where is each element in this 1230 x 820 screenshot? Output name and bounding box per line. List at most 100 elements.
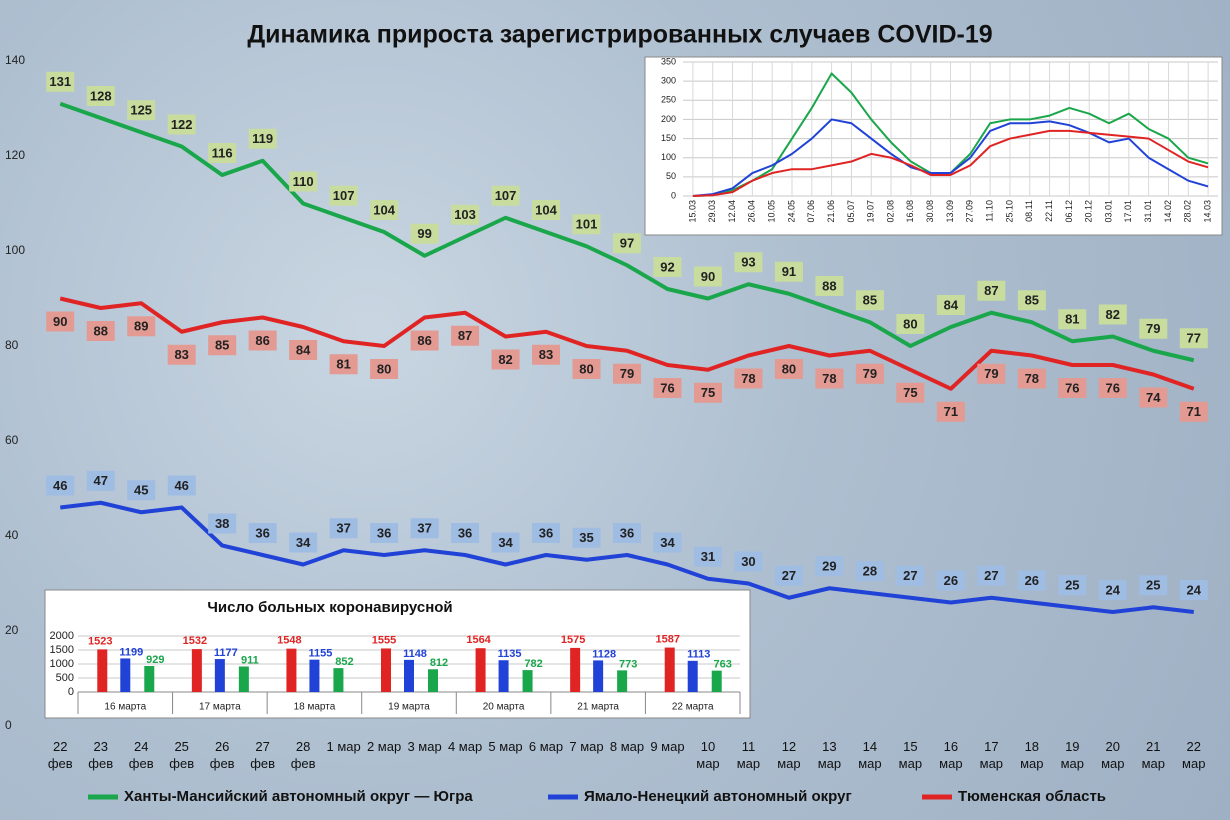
data-label-bg xyxy=(1179,328,1208,349)
data-label-bg xyxy=(774,565,803,586)
x-tick-label: 14 мар xyxy=(858,739,882,771)
data-label: 81 xyxy=(336,357,350,372)
x-tick-label: 7 мар xyxy=(569,739,604,754)
data-label-bg xyxy=(410,330,439,351)
data-label-bg xyxy=(693,382,722,403)
x-tick-label: 21 мар xyxy=(1141,739,1165,771)
x-tick-label: 9 мар xyxy=(650,739,685,754)
bar xyxy=(97,649,108,692)
series-line xyxy=(692,129,1209,197)
x-tick-label: 8 мар xyxy=(609,739,645,754)
data-label: 78 xyxy=(1025,371,1039,386)
data-label: 25 xyxy=(1065,578,1079,593)
data-label: 36 xyxy=(458,525,472,540)
data-label: 1128 xyxy=(592,648,616,660)
data-label-bg xyxy=(46,475,75,496)
data-label: 1575 xyxy=(561,634,585,646)
data-label-bg xyxy=(1139,575,1168,596)
x-tick-label: 06.12 xyxy=(1064,200,1074,223)
bar xyxy=(286,648,297,692)
inset-bar-panel xyxy=(44,589,751,719)
data-label: 46 xyxy=(174,478,188,493)
data-label: 34 xyxy=(296,535,311,550)
bar xyxy=(214,659,225,692)
x-tick-label: 16 марта xyxy=(104,702,146,713)
x-tick-label: 26 фев xyxy=(209,739,235,771)
data-label: 37 xyxy=(336,521,350,536)
data-label-bg xyxy=(815,368,844,389)
bar xyxy=(664,647,675,692)
bar xyxy=(687,660,698,692)
y-tick-label: 50 xyxy=(666,171,676,181)
data-label: 107 xyxy=(495,188,517,203)
data-label-bg xyxy=(693,546,722,567)
data-label: 812 xyxy=(430,657,448,669)
data-label-bg xyxy=(451,523,480,543)
data-label-bg xyxy=(734,551,763,572)
series-line xyxy=(60,500,1194,614)
data-label: 36 xyxy=(539,525,553,540)
data-label-bg xyxy=(491,532,520,553)
data-label: 24 xyxy=(1187,582,1202,597)
data-label: 128 xyxy=(90,88,112,103)
data-label-bg xyxy=(289,340,318,360)
bar xyxy=(475,648,486,692)
data-label-bg xyxy=(734,368,763,389)
data-label: 47 xyxy=(93,473,107,488)
data-label-bg xyxy=(208,335,237,356)
x-tick-label: 13 мар xyxy=(817,739,842,771)
data-label: 97 xyxy=(620,236,634,251)
data-label: 80 xyxy=(782,361,796,376)
data-label-bg xyxy=(896,565,925,586)
x-tick-label: 3 мар xyxy=(407,739,442,754)
x-tick-label: 26.04 xyxy=(747,200,757,223)
data-label-bg xyxy=(167,114,196,135)
data-label: 80 xyxy=(903,316,917,331)
data-label: 88 xyxy=(93,323,107,338)
data-label-bg xyxy=(127,480,156,501)
data-label-bg xyxy=(1179,401,1208,422)
y-tick-label: 200 xyxy=(661,114,676,124)
data-label-bg xyxy=(1058,309,1087,330)
data-label: 1555 xyxy=(372,634,396,646)
x-tick-label: 17 марта xyxy=(199,702,241,713)
data-label: 77 xyxy=(1187,331,1201,346)
data-label-bg xyxy=(572,527,601,548)
data-label: 110 xyxy=(293,174,314,189)
data-label-bg xyxy=(1098,378,1127,398)
bar xyxy=(617,670,628,692)
y-tick-label: 140 xyxy=(5,53,25,67)
data-label: 1148 xyxy=(403,648,427,660)
data-label: 91 xyxy=(782,264,796,279)
data-label: 1532 xyxy=(183,635,207,647)
y-tick-label: 0 xyxy=(5,718,12,732)
x-tick-label: 27.09 xyxy=(965,200,975,223)
y-tick-label: 80 xyxy=(5,338,19,352)
data-label-bg xyxy=(46,71,75,92)
x-tick-label: 17.01 xyxy=(1123,200,1133,223)
data-label: 1523 xyxy=(88,635,112,647)
data-label-bg xyxy=(936,570,965,591)
y-tick-label: 40 xyxy=(5,528,19,542)
data-label: 87 xyxy=(984,283,998,298)
series-line xyxy=(59,101,1195,363)
data-label: 84 xyxy=(296,342,311,357)
data-label: 107 xyxy=(333,188,355,203)
data-label: 103 xyxy=(454,207,476,222)
x-tick-label: 29.03 xyxy=(707,200,717,223)
data-label: 25 xyxy=(1146,578,1160,593)
x-tick-label: 20 мар xyxy=(1101,739,1125,771)
data-label: 104 xyxy=(535,202,557,217)
data-label-bg xyxy=(653,378,682,398)
legend-label: Тюменская область xyxy=(958,788,1106,805)
data-label-bg xyxy=(896,314,925,334)
data-label: 71 xyxy=(1187,404,1201,419)
data-label: 29 xyxy=(822,559,836,574)
x-tick-label: 6 мар xyxy=(528,739,564,754)
x-tick-label: 11.10 xyxy=(985,200,995,222)
data-label: 85 xyxy=(1025,293,1039,308)
data-label: 90 xyxy=(53,314,67,329)
data-label-bg xyxy=(653,532,682,553)
data-label-bg xyxy=(86,470,115,491)
